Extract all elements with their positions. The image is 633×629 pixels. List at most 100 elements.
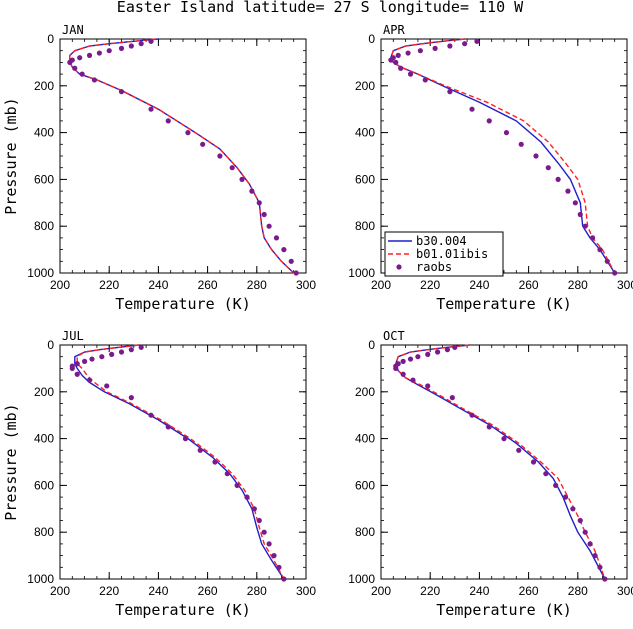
raobs-point [452, 344, 458, 350]
raobs-point [288, 258, 294, 264]
raobs-point [577, 517, 583, 524]
series-line-b30-004 [74, 344, 285, 580]
raobs-point [432, 45, 438, 51]
raobs-point [229, 165, 235, 171]
raobs-point [449, 395, 455, 401]
y-tick-label: 400 [355, 432, 375, 446]
y-axis-label: Pressure (mb) [2, 403, 20, 520]
raobs-point [224, 471, 230, 477]
y-tick-label: 600 [355, 172, 375, 186]
panel-oct: 200 220 240 260 280 300 0 200 400 600 800 1000 OCT Te… [348, 329, 633, 619]
x-tick-label: 200 [371, 584, 391, 598]
raobs-point [604, 258, 610, 264]
x-tick-label: 220 [99, 278, 119, 292]
x-tick-label: 280 [247, 584, 267, 598]
x-tick-label: 200 [371, 278, 391, 292]
x-tick-label: 260 [198, 584, 218, 598]
y-tick-label: 600 [355, 478, 375, 492]
x-tick-label: 280 [568, 278, 588, 292]
raobs-point [486, 118, 492, 124]
y-tick-label: 200 [355, 79, 375, 93]
raobs-point [138, 344, 144, 350]
y-tick-label: 600 [34, 478, 54, 492]
x-tick-label: 300 [296, 584, 316, 598]
raobs-point [148, 106, 154, 112]
raobs-point [72, 65, 78, 71]
y-tick-label: 400 [34, 126, 54, 140]
raobs-point [281, 576, 287, 582]
raobs-point [555, 176, 561, 182]
x-tick-label: 240 [148, 278, 168, 292]
raobs-point [530, 459, 537, 465]
raobs-point [393, 59, 399, 65]
raobs-point [234, 482, 240, 488]
raobs-point [293, 270, 299, 276]
raobs-point [407, 71, 414, 77]
raobs-point [249, 188, 255, 194]
raobs-point [422, 77, 428, 83]
panel-label: OCT [383, 329, 405, 343]
y-axis-label: Pressure (mb) [2, 97, 20, 214]
raobs-point [415, 354, 421, 360]
raobs-point [388, 57, 394, 63]
raobs-point [469, 106, 475, 112]
x-tick-label: 300 [617, 584, 633, 598]
y-tick-label: 400 [355, 126, 375, 140]
raobs-point [200, 141, 206, 147]
raobs-point [503, 130, 510, 136]
raobs-point [185, 130, 191, 136]
raobs-point [516, 447, 522, 453]
raobs-point [128, 347, 134, 353]
y-tick-label: 1000 [348, 572, 375, 586]
x-tick-label: 280 [247, 278, 267, 292]
series-line-b01-01ibis [76, 344, 285, 580]
x-tick-label: 200 [50, 584, 70, 598]
raobs-point [251, 506, 257, 512]
raobs-point [77, 55, 83, 61]
raobs-point [474, 38, 480, 44]
raobs-point [597, 247, 603, 253]
raobs-point [197, 447, 203, 453]
raobs-point [570, 506, 576, 512]
y-tick-label: 200 [355, 385, 375, 399]
y-tick-label: 800 [355, 525, 375, 539]
raobs-point [239, 176, 245, 182]
raobs-point [434, 349, 441, 355]
raobs-point [469, 412, 475, 418]
figure-title: Easter Island latitude= 27 S longitude= … [117, 0, 524, 16]
raobs-point [67, 59, 73, 65]
raobs-point [572, 200, 578, 206]
x-axis-label: Temperature (K) [436, 295, 571, 313]
x-axis-label: Temperature (K) [115, 601, 250, 619]
raobs-point [118, 89, 125, 95]
x-tick-label: 220 [420, 584, 440, 598]
x-tick-label: 220 [420, 278, 440, 292]
x-axis-label: Temperature (K) [115, 295, 250, 313]
raobs-point [99, 354, 105, 360]
raobs-point [281, 247, 287, 253]
raobs-point [148, 412, 154, 418]
raobs-point [582, 223, 588, 229]
y-tick-label: 800 [355, 219, 375, 233]
raobs-point [553, 482, 559, 488]
raobs-point [165, 424, 171, 430]
raobs-point [425, 383, 431, 389]
raobs-point [562, 494, 569, 500]
x-tick-label: 260 [198, 278, 218, 292]
raobs-point [276, 564, 282, 570]
series-line-b01-01ibis [395, 344, 606, 580]
raobs-point [118, 349, 125, 355]
raobs-point [577, 211, 583, 218]
raobs-point [393, 365, 399, 371]
legend-label: raobs [416, 260, 452, 274]
x-tick-label: 220 [99, 584, 119, 598]
x-tick-label: 200 [50, 278, 70, 292]
series-line-b01-01ibis [390, 38, 616, 274]
raobs-point [256, 517, 262, 524]
raobs-point [82, 358, 88, 364]
y-tick-label: 0 [47, 32, 54, 46]
legend-label: b30.004 [416, 234, 467, 248]
raobs-point [417, 48, 423, 54]
raobs-point [545, 165, 551, 171]
